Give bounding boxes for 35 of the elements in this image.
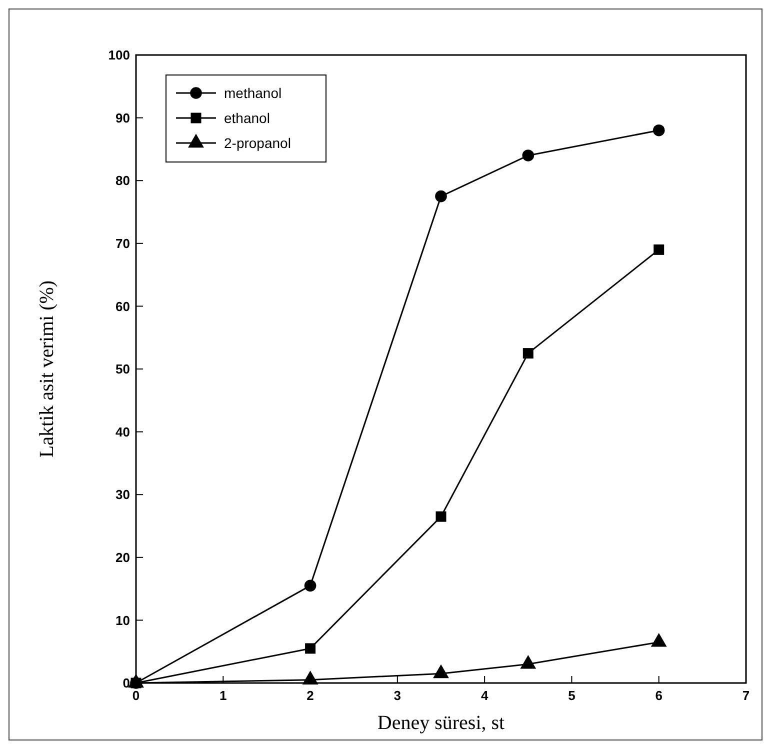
x-tick-label: 0 (132, 688, 140, 703)
y-tick-label: 90 (116, 110, 130, 126)
point (302, 670, 318, 684)
x-tick-label: 7 (742, 688, 750, 703)
legend-label: 2-propanol (224, 134, 291, 151)
y-tick-label: 80 (116, 173, 130, 188)
point (522, 348, 534, 359)
y-tick-label: 50 (116, 362, 130, 377)
y-axis-title: Laktik asit verimi (%) (36, 280, 58, 458)
y-tick-label: 30 (116, 487, 130, 502)
y-tick-label: 40 (116, 424, 130, 440)
y-tick-label: 100 (108, 48, 130, 63)
x-tick-label: 2 (306, 688, 314, 703)
legend-label: methanol (224, 84, 282, 101)
point (522, 150, 534, 162)
x-tick-label: 4 (480, 688, 489, 703)
point (433, 664, 449, 678)
point (652, 124, 665, 136)
legend-label: ethanol (224, 110, 270, 126)
x-tick-label: 1 (220, 688, 227, 703)
point (436, 511, 446, 522)
y-tick-label: 20 (116, 550, 130, 565)
y-tick-label: 60 (116, 298, 130, 314)
x-tick-label: 3 (394, 688, 402, 703)
x-tick-label: 5 (568, 688, 576, 703)
y-tick-label: 0 (122, 676, 130, 691)
point (654, 244, 664, 255)
x-axis-title: Deney süresi, st (377, 712, 506, 734)
point (650, 632, 667, 647)
point (520, 654, 536, 669)
point (128, 674, 144, 688)
point (435, 190, 447, 202)
x-tick-label: 6 (655, 688, 662, 703)
y-tick-label: 10 (116, 612, 130, 628)
y-tick-label: 70 (116, 236, 130, 251)
